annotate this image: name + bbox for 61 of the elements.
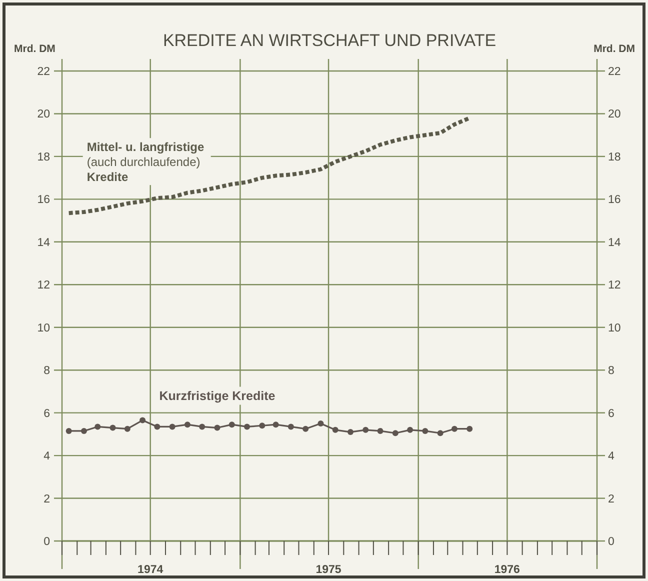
point	[199, 424, 206, 430]
y-tick-label: 16	[37, 194, 50, 206]
y2-tick-label: 0	[608, 536, 614, 548]
series-label: Mittel- u. langfristige (auch durchlaufende) Kredite	[86, 140, 204, 184]
y2-tick-label: 18	[608, 151, 621, 164]
y-tick-label: 14	[37, 236, 51, 249]
y-tick-label: 10	[37, 322, 50, 334]
y2-tick-label: 4	[608, 450, 615, 463]
point	[362, 426, 369, 433]
point	[288, 424, 294, 430]
y2-tick-label: 10	[608, 322, 621, 334]
point	[94, 424, 101, 430]
point	[302, 426, 309, 432]
y2-axis-title: Mrd. DM	[594, 43, 636, 55]
point	[214, 424, 220, 431]
point	[422, 428, 428, 434]
point	[124, 426, 130, 432]
point	[332, 426, 338, 433]
x-tick-label: 1975	[316, 564, 342, 576]
y-tick-label: 0	[44, 536, 50, 548]
point	[437, 430, 444, 436]
series-label: Kurzfristige Kredite	[159, 388, 276, 403]
point	[66, 428, 72, 434]
point	[244, 424, 250, 430]
y-tick-label: 12	[37, 280, 50, 292]
point	[377, 428, 384, 434]
y-tick-label: 2	[44, 493, 50, 506]
y-tick-label: 18	[37, 151, 50, 164]
y-tick-label: 22	[37, 66, 50, 78]
point	[140, 417, 146, 424]
point	[259, 422, 266, 429]
point	[451, 426, 458, 432]
y2-tick-label: 6	[608, 408, 614, 420]
y-tick-label: 6	[44, 408, 50, 420]
x-tick-label: 1976	[494, 564, 520, 576]
y2-tick-label: 14	[608, 236, 622, 249]
y-axis-title: Mrd. DM	[14, 43, 56, 55]
point	[110, 424, 116, 431]
point	[318, 420, 324, 426]
line-series	[66, 116, 472, 216]
y-tick-label: 4	[44, 450, 51, 463]
x-tick-label: 1974	[138, 564, 164, 576]
y-tick-label: 20	[37, 108, 50, 121]
chart-title: KREDITE AN WIRTSCHAFT UND PRIVATE	[162, 31, 496, 50]
y2-tick-label: 2	[608, 493, 614, 506]
point	[154, 424, 160, 430]
point	[347, 429, 354, 436]
point	[184, 422, 190, 428]
point	[80, 428, 87, 434]
point	[169, 424, 176, 430]
y2-tick-label: 22	[608, 66, 621, 78]
y2-tick-label: 16	[608, 194, 621, 206]
y-tick-label: 8	[44, 365, 50, 378]
y2-tick-label: 12	[608, 280, 621, 292]
point	[466, 426, 473, 432]
y2-tick-label: 8	[608, 365, 614, 378]
point	[392, 430, 398, 436]
y2-tick-label: 20	[608, 108, 621, 121]
point	[272, 422, 279, 428]
point	[228, 422, 235, 428]
point	[407, 426, 414, 433]
